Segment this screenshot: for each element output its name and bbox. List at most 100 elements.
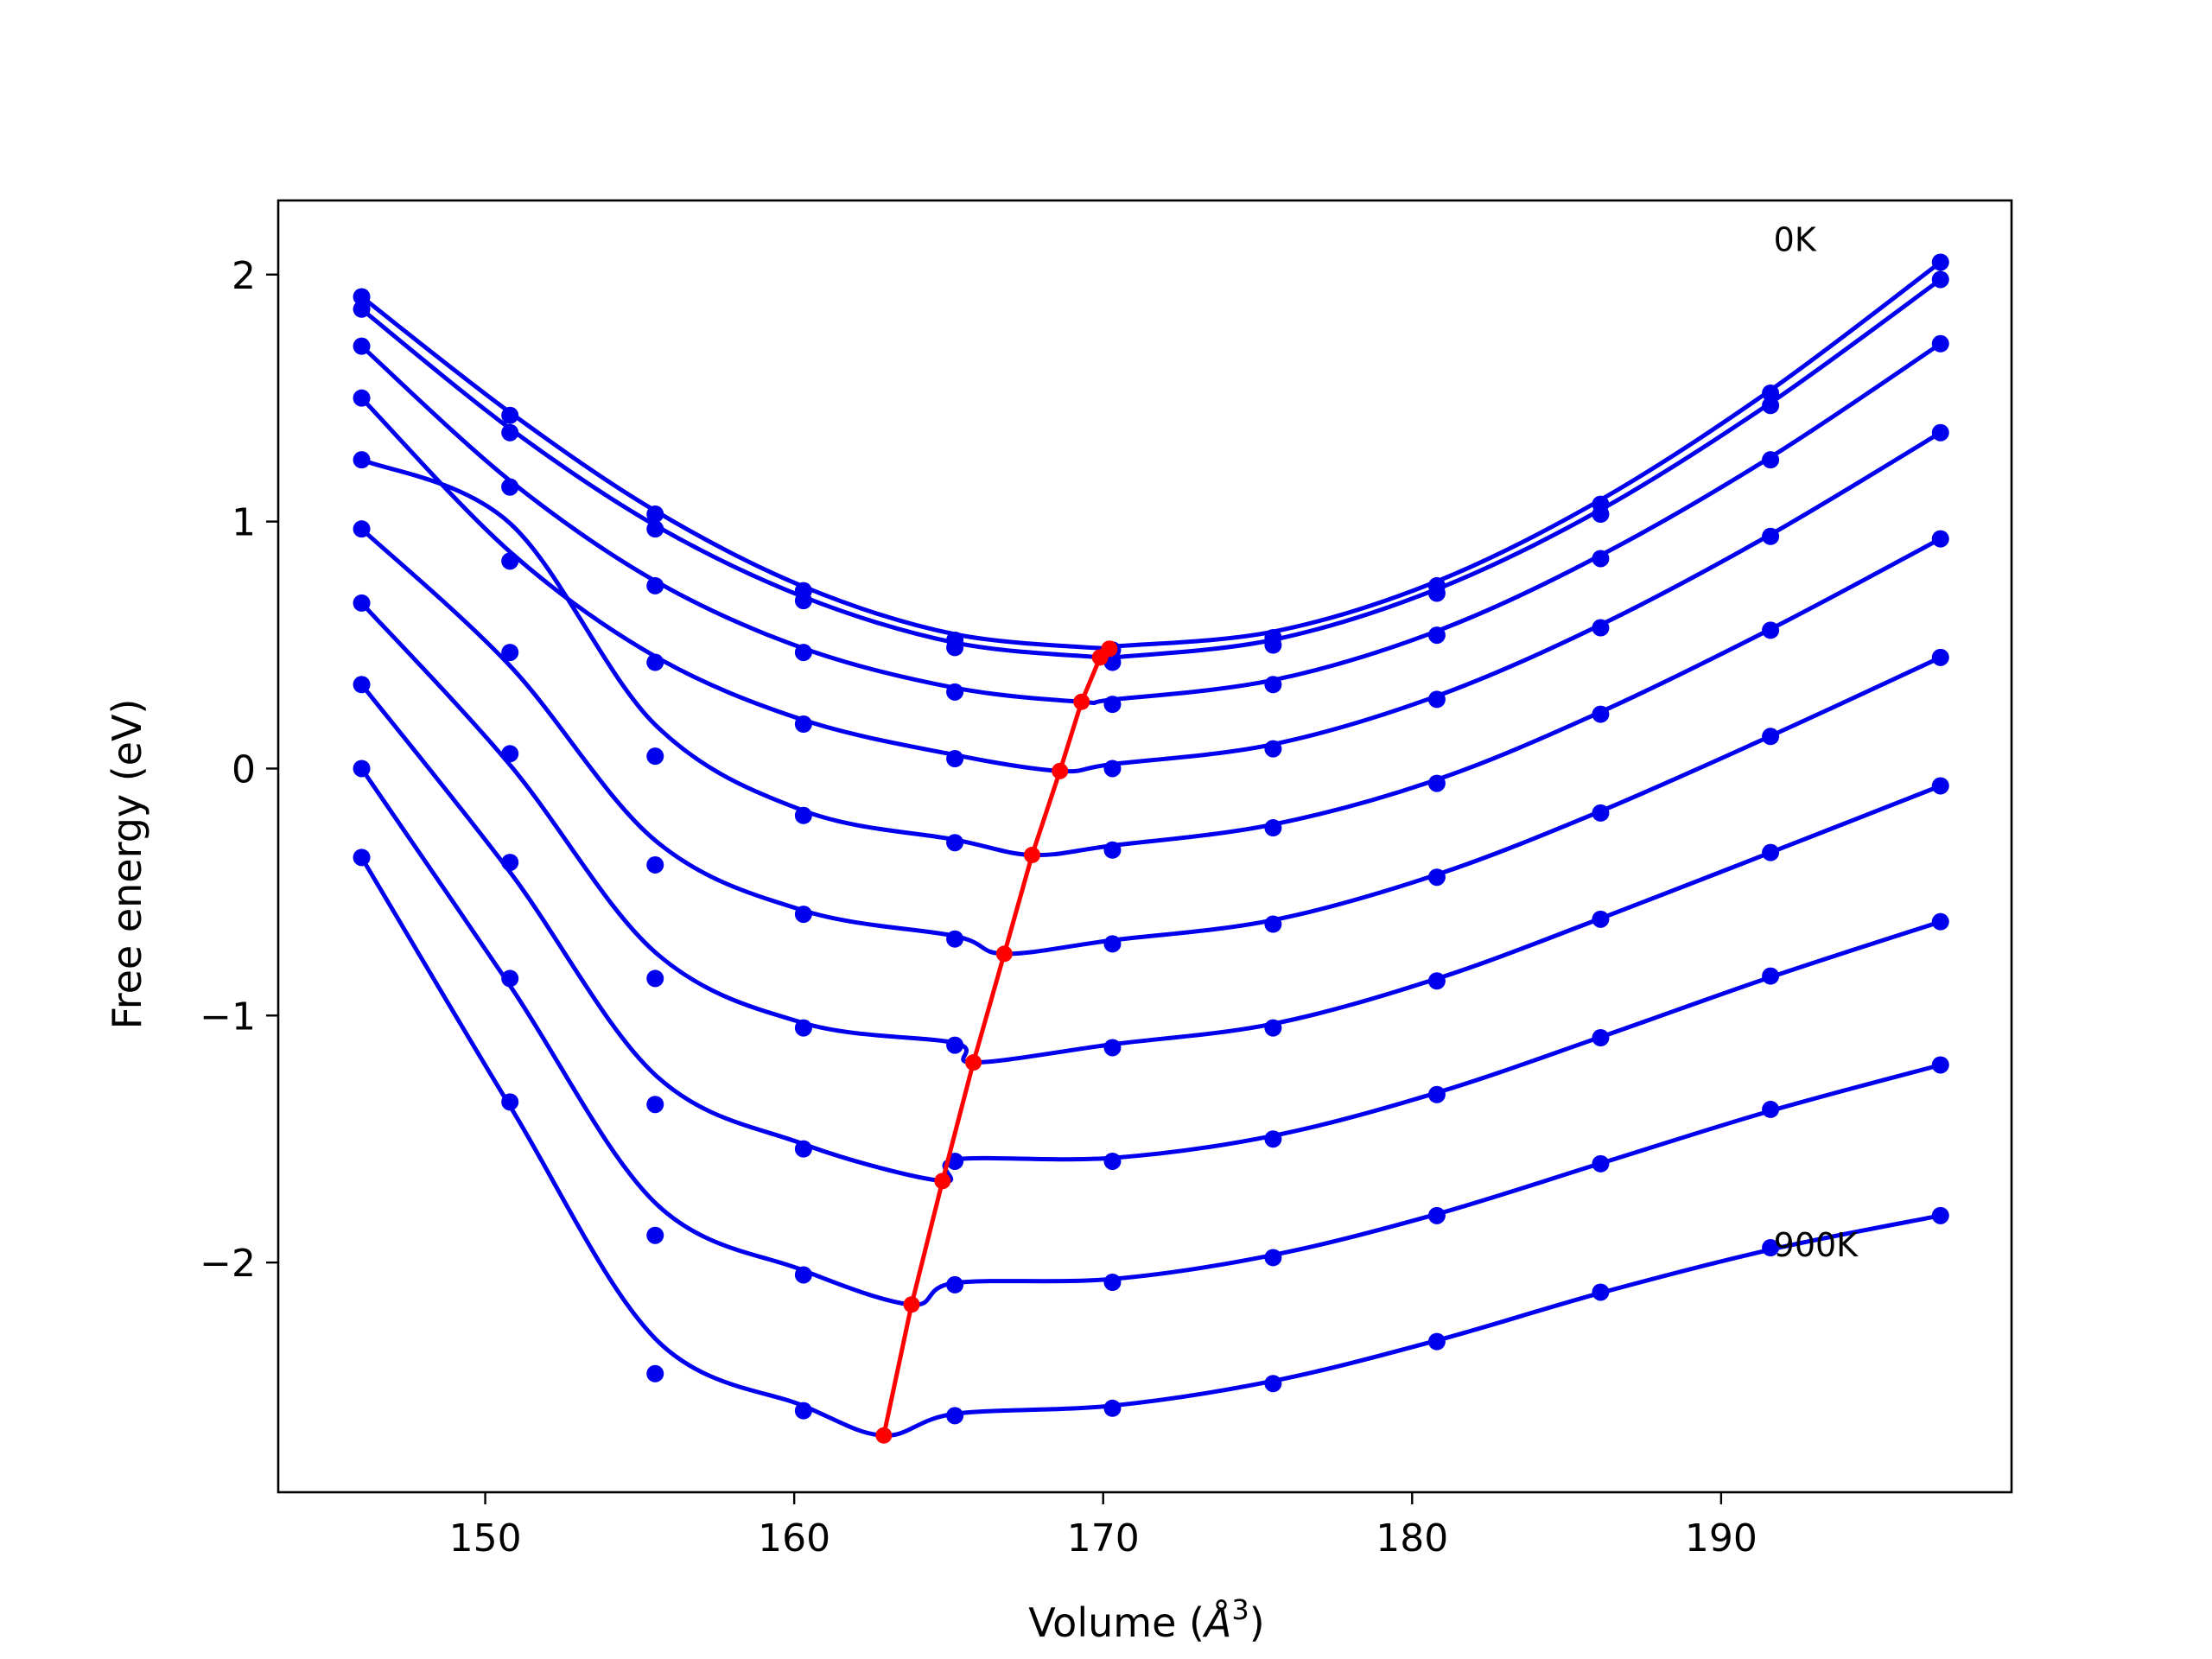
data-point — [1103, 696, 1122, 714]
data-point — [1427, 1206, 1446, 1224]
data-point — [794, 1019, 812, 1037]
data-point — [646, 747, 664, 766]
data-point — [946, 834, 964, 852]
data-point — [794, 1140, 812, 1158]
data-point — [1592, 1283, 1610, 1301]
data-point — [501, 406, 519, 424]
data-point — [1264, 1019, 1282, 1037]
data-point — [1427, 972, 1446, 990]
data-point — [646, 969, 664, 988]
data-point — [1762, 1100, 1780, 1118]
data-point — [1762, 527, 1780, 545]
y-tick-label: 0 — [232, 747, 256, 791]
data-point — [1264, 915, 1282, 933]
data-point — [353, 389, 371, 407]
data-point — [1931, 1206, 1949, 1224]
x-axis-label: Volume (Å3) — [1028, 1593, 1264, 1646]
data-point — [1762, 451, 1780, 469]
data-point — [794, 806, 812, 824]
data-point — [1931, 530, 1949, 548]
data-point — [1103, 760, 1122, 778]
data-point — [794, 906, 812, 924]
x-tick-label: 190 — [1685, 1516, 1758, 1560]
minimum-point — [875, 1427, 893, 1444]
data-point — [501, 644, 519, 662]
data-point — [1931, 423, 1949, 442]
data-point — [1931, 912, 1949, 931]
data-point — [646, 653, 664, 671]
minimum-point — [965, 1054, 982, 1071]
data-point — [353, 288, 371, 306]
data-point — [1762, 621, 1780, 639]
data-point — [946, 639, 964, 657]
data-point — [1103, 1274, 1122, 1292]
data-point — [946, 1275, 964, 1294]
data-point — [646, 855, 664, 874]
x-tick-label: 160 — [758, 1516, 830, 1560]
data-point — [1427, 1085, 1446, 1103]
data-point — [1427, 868, 1446, 887]
data-point — [794, 1266, 812, 1284]
data-point — [646, 505, 664, 524]
data-point — [1427, 774, 1446, 792]
data-point — [1762, 728, 1780, 746]
minimum-point — [934, 1173, 951, 1190]
data-point — [1931, 1056, 1949, 1074]
data-point — [646, 1096, 664, 1114]
data-point — [501, 1093, 519, 1111]
data-point — [946, 1407, 964, 1425]
data-point — [1762, 967, 1780, 985]
data-point — [1427, 584, 1446, 602]
annotations: 0K 900K — [1774, 221, 1859, 1264]
data-point — [794, 592, 812, 610]
data-point — [1592, 804, 1610, 822]
data-points — [353, 253, 1949, 1425]
data-point — [1264, 1130, 1282, 1148]
data-point — [646, 520, 664, 538]
data-point — [946, 750, 964, 768]
data-point — [501, 745, 519, 763]
data-point — [1762, 1239, 1780, 1257]
x-tick-label: 150 — [449, 1516, 522, 1560]
data-point — [1931, 777, 1949, 795]
data-point — [1264, 1375, 1282, 1393]
data-point — [1264, 676, 1282, 694]
minimum-point — [995, 945, 1013, 963]
minimum-point — [1091, 649, 1109, 666]
data-point — [1592, 619, 1610, 637]
data-point — [1592, 1029, 1610, 1047]
data-point — [1592, 705, 1610, 723]
data-point — [794, 1402, 812, 1420]
data-point — [353, 594, 371, 612]
data-point — [1592, 910, 1610, 928]
data-point — [1931, 253, 1949, 271]
data-point — [1103, 1399, 1122, 1417]
data-point — [501, 969, 519, 988]
fit-curve-5 — [359, 527, 1942, 957]
data-point — [1103, 1152, 1122, 1170]
data-point — [794, 644, 812, 662]
data-point — [1264, 819, 1282, 837]
data-point — [1103, 841, 1122, 859]
data-point — [353, 760, 371, 778]
fit-curves — [359, 260, 1942, 1438]
x-tick-label: 180 — [1376, 1516, 1448, 1560]
fit-curve-4 — [360, 457, 1942, 858]
minima-line — [881, 646, 1111, 1436]
data-point — [1762, 843, 1780, 861]
fit-curve-9 — [359, 856, 1942, 1438]
fit-curve-6 — [359, 601, 1942, 1065]
data-point — [1264, 1249, 1282, 1267]
data-point — [1592, 1154, 1610, 1173]
minima-series — [875, 640, 1118, 1444]
minimum-point — [1073, 693, 1090, 710]
data-point — [353, 451, 371, 469]
annotation-900k: 900K — [1774, 1226, 1859, 1264]
data-point — [1427, 690, 1446, 709]
fit-curve-7 — [359, 683, 1942, 1184]
y-tick-label: 2 — [232, 254, 256, 298]
data-point — [646, 1364, 664, 1382]
data-point — [353, 300, 371, 318]
data-point — [946, 930, 964, 948]
